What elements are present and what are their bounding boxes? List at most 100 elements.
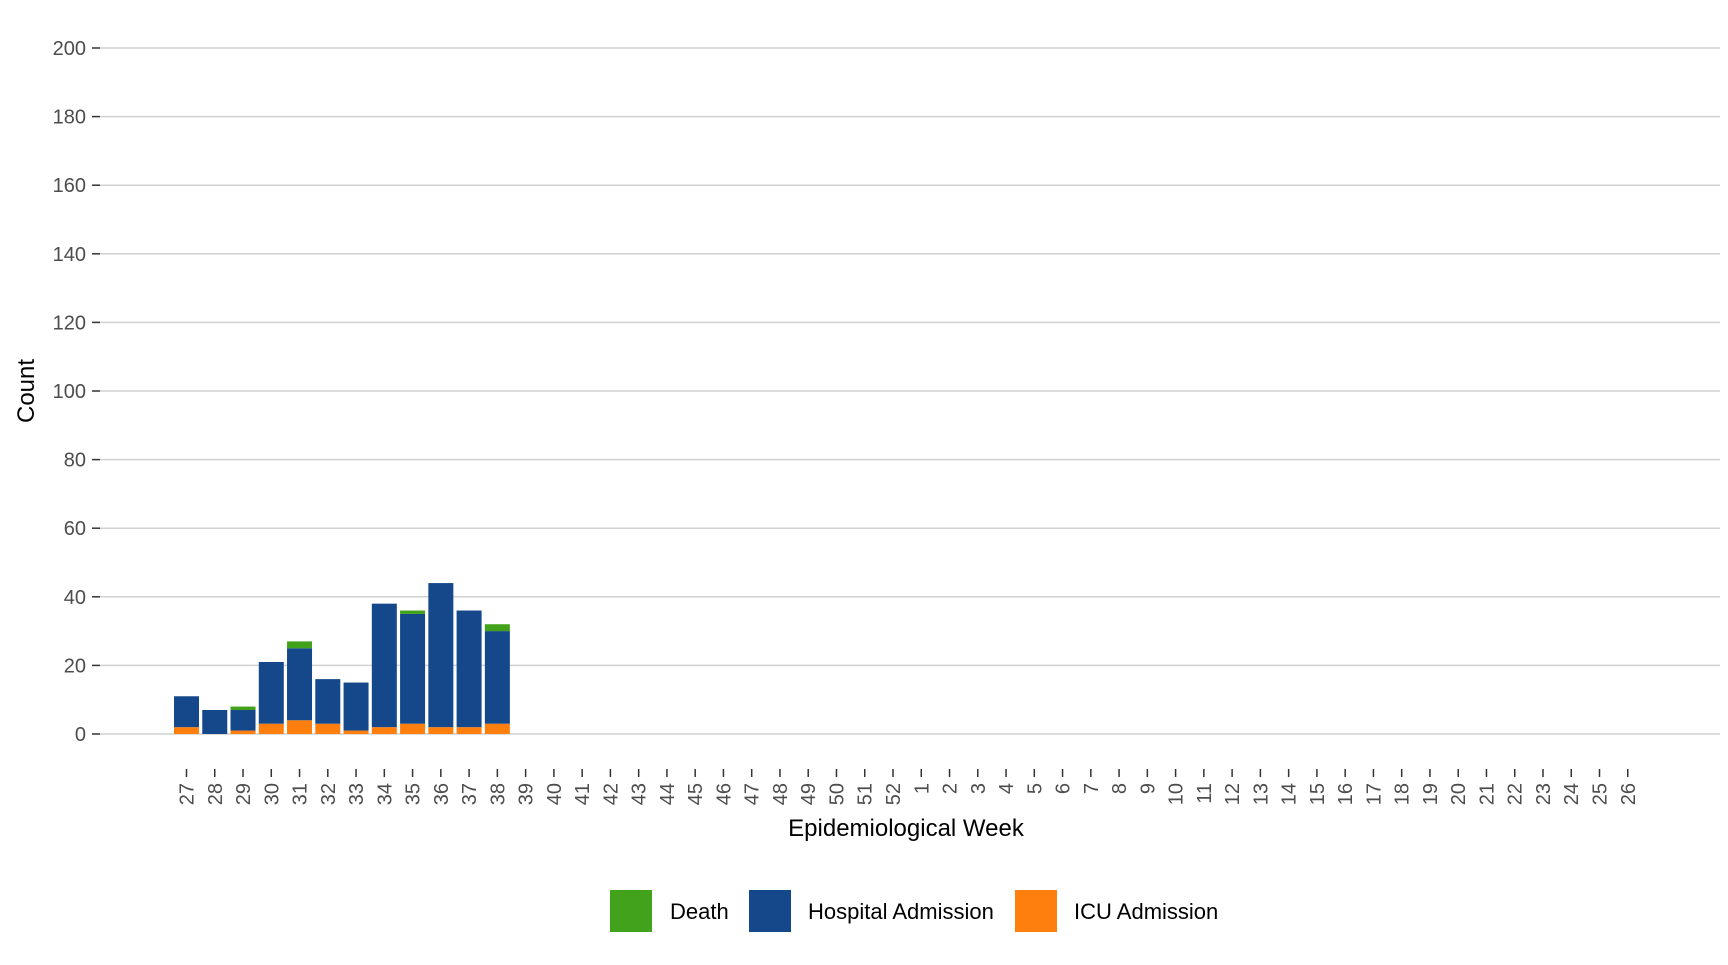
bar-hospital-admission-week-28 <box>202 709 228 734</box>
y-tick-label: 140 <box>53 244 86 266</box>
x-tick-label: 8 <box>1109 783 1131 794</box>
x-tick-label: 37 <box>459 783 481 805</box>
bar-icu-admission-week-37 <box>456 727 482 734</box>
x-tick-label: 12 <box>1222 783 1244 805</box>
x-tick-label: 32 <box>318 783 340 805</box>
x-tick-label: 33 <box>346 783 368 805</box>
bar-icu-admission-week-30 <box>258 723 284 734</box>
bar-icu-admission-week-27 <box>174 727 199 734</box>
y-tick-label: 80 <box>64 450 86 472</box>
bar-icu-admission-week-32 <box>315 723 341 734</box>
bar-hospital-admission-week-35 <box>400 613 426 724</box>
x-tick-label: 5 <box>1024 783 1046 794</box>
x-tick-label: 7 <box>1081 783 1103 794</box>
x-tick-label: 11 <box>1194 783 1216 804</box>
x-tick-label: 36 <box>431 783 453 805</box>
x-tick-label: 48 <box>770 783 792 805</box>
x-tick-label: 18 <box>1392 783 1414 805</box>
x-tick-label: 20 <box>1448 783 1470 805</box>
x-tick-label: 44 <box>657 783 679 805</box>
x-tick-label: 49 <box>798 783 820 805</box>
x-tick-label: 25 <box>1590 783 1612 805</box>
y-axis: 0 20 40 60 80 100 120 140 160 180 200 <box>53 38 100 746</box>
y-tick-label: 40 <box>64 587 86 609</box>
x-tick-label: 46 <box>713 783 735 805</box>
bar-death-week-29 <box>230 706 256 710</box>
x-tick-label: 39 <box>516 783 538 805</box>
bar-death-week-31 <box>287 641 313 649</box>
x-tick-label: 38 <box>487 783 509 805</box>
x-tick-label: 52 <box>883 783 905 805</box>
x-tick-label: 16 <box>1335 783 1357 805</box>
bar-hospital-admission-week-36 <box>428 583 454 728</box>
bar-hospital-admission-week-33 <box>343 682 369 731</box>
x-tick-label: 23 <box>1533 783 1555 805</box>
x-tick-label: 41 <box>572 783 594 805</box>
bar-hospital-admission-week-37 <box>456 610 482 728</box>
x-tick-label: 17 <box>1363 783 1385 805</box>
bar-hospital-admission-week-32 <box>315 679 341 724</box>
y-tick-label: 200 <box>53 38 86 60</box>
legend-label-hospital-admission: Hospital Admission <box>808 899 994 924</box>
bars <box>174 583 510 734</box>
y-axis-title: Count <box>13 359 40 423</box>
legend-swatch-hospital-admission <box>749 890 791 932</box>
x-tick-label: 51 <box>855 783 877 805</box>
y-tick-label: 180 <box>53 107 86 129</box>
x-tick-label: 29 <box>233 783 255 805</box>
bar-death-week-35 <box>400 610 426 614</box>
x-tick-label: 6 <box>1053 783 1075 794</box>
x-axis-title: Epidemiological Week <box>788 815 1025 842</box>
bar-hospital-admission-week-38 <box>484 631 510 724</box>
x-tick-label: 9 <box>1137 783 1159 794</box>
y-tick-label: 60 <box>64 518 86 540</box>
x-tick-label: 31 <box>290 783 312 805</box>
x-tick-label: 30 <box>261 783 283 805</box>
x-tick-label: 26 <box>1618 783 1640 805</box>
bar-hospital-admission-week-29 <box>230 709 256 731</box>
legend: Death Hospital Admission ICU Admission <box>610 890 1218 932</box>
x-tick-label: 40 <box>544 783 566 805</box>
bar-icu-admission-week-34 <box>371 727 397 734</box>
legend-label-icu-admission: ICU Admission <box>1074 899 1218 924</box>
x-tick-label: 45 <box>685 783 707 805</box>
x-tick-label: 13 <box>1250 783 1272 805</box>
x-tick-label: 1 <box>911 783 933 794</box>
bar-hospital-admission-week-27 <box>174 696 199 728</box>
x-tick-label: 22 <box>1505 783 1527 805</box>
x-tick-label: 14 <box>1279 783 1301 805</box>
bar-icu-admission-week-33 <box>343 730 369 734</box>
x-tick-label: 15 <box>1307 783 1329 805</box>
bar-hospital-admission-week-31 <box>287 648 313 721</box>
bar-icu-admission-week-36 <box>428 727 454 734</box>
bar-hospital-admission-week-34 <box>371 603 397 728</box>
x-tick-label: 34 <box>374 783 396 805</box>
x-tick-label: 2 <box>940 783 962 794</box>
bar-icu-admission-week-38 <box>484 723 510 734</box>
legend-swatch-death <box>610 890 652 932</box>
y-tick-label: 160 <box>53 175 86 197</box>
x-tick-label: 50 <box>826 783 848 805</box>
x-tick-label: 4 <box>996 783 1018 794</box>
x-tick-label: 28 <box>205 783 227 805</box>
x-tick-label: 24 <box>1561 783 1583 805</box>
legend-swatch-icu-admission <box>1015 890 1057 932</box>
x-tick-label: 43 <box>629 783 651 805</box>
legend-label-death: Death <box>670 899 729 924</box>
bar-icu-admission-week-35 <box>400 723 426 734</box>
x-tick-label: 42 <box>600 783 622 805</box>
x-axis: 27 28 29 30 31 32 33 34 35 36 37 38 39 40 41 42 43 44 45 46… <box>177 769 1640 805</box>
bar-death-week-38 <box>484 624 510 632</box>
x-tick-label: 35 <box>403 783 425 805</box>
x-tick-label: 19 <box>1420 783 1442 805</box>
x-tick-label: 21 <box>1476 783 1498 805</box>
x-tick-label: 10 <box>1166 783 1188 805</box>
bar-icu-admission-week-31 <box>287 720 313 734</box>
x-tick-label: 47 <box>742 783 764 805</box>
y-tick-label: 120 <box>53 312 86 334</box>
bar-icu-admission-week-29 <box>230 730 256 734</box>
y-tick-label: 100 <box>53 381 86 403</box>
y-tick-label: 20 <box>64 655 86 677</box>
